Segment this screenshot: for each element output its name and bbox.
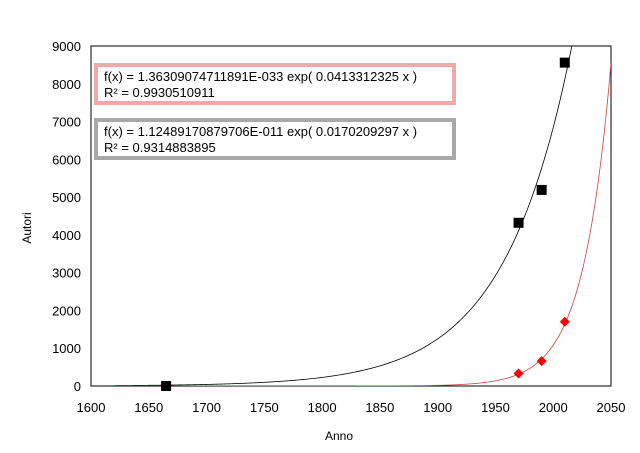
trendline-series-2 <box>114 63 611 386</box>
y-tick-label: 6000 <box>52 152 81 167</box>
trendline-equation: f(x) = 1.36309074711891E-033 exp( 0.0413… <box>104 69 418 84</box>
x-tick-label: 1600 <box>77 400 106 415</box>
x-tick-label: 2050 <box>597 400 626 415</box>
x-tick-label: 1750 <box>250 400 279 415</box>
y-tick-label: 0 <box>74 379 81 394</box>
trendline-r-squared: R² = 0.9314883895 <box>104 140 216 155</box>
y-tick-label: 4000 <box>52 228 81 243</box>
data-point-square <box>536 184 547 195</box>
y-axis-title: Autori <box>20 212 34 243</box>
y-tick-label: 9000 <box>52 39 81 54</box>
y-tick-label: 3000 <box>52 266 81 281</box>
trendline-series-1 <box>114 46 573 386</box>
x-tick-label: 1800 <box>308 400 337 415</box>
data-point-diamond <box>536 356 547 367</box>
trendline-equation-box-red: f(x) = 1.36309074711891E-033 exp( 0.0413… <box>94 63 456 105</box>
trendline-equation-box-black: f(x) = 1.12489170879706E-011 exp( 0.0170… <box>94 118 456 160</box>
y-tick-label: 1000 <box>52 341 81 356</box>
data-point-square <box>513 217 524 228</box>
data-point-square <box>161 381 172 391</box>
y-tick-label: 8000 <box>52 77 81 92</box>
data-point-diamond <box>513 368 524 379</box>
trendline-equation: f(x) = 1.12489170879706E-011 exp( 0.0170… <box>104 124 418 139</box>
y-tick-label: 5000 <box>52 190 81 205</box>
x-tick-label: 1700 <box>192 400 221 415</box>
x-tick-label: 1950 <box>481 400 510 415</box>
y-axis-ticks: 0 1000 2000 3000 4000 5000 6000 7000 8000 9000 <box>52 39 81 394</box>
x-tick-label: 1650 <box>134 400 163 415</box>
trendlines <box>114 46 611 386</box>
data-point-square <box>559 57 570 68</box>
trendline-r-squared: R² = 0.9930510911 <box>104 85 215 100</box>
x-axis-ticks: 1600 1650 1700 1750 1800 1850 1900 1950 2000 2050 <box>77 400 626 415</box>
x-tick-label: 2000 <box>539 400 568 415</box>
data-markers <box>161 57 570 391</box>
x-tick-label: 1900 <box>423 400 452 415</box>
y-tick-label: 2000 <box>52 303 81 318</box>
y-tick-label: 7000 <box>52 115 81 130</box>
x-axis-title: Anno <box>325 429 353 443</box>
x-tick-label: 1850 <box>365 400 394 415</box>
data-point-diamond <box>559 316 570 327</box>
